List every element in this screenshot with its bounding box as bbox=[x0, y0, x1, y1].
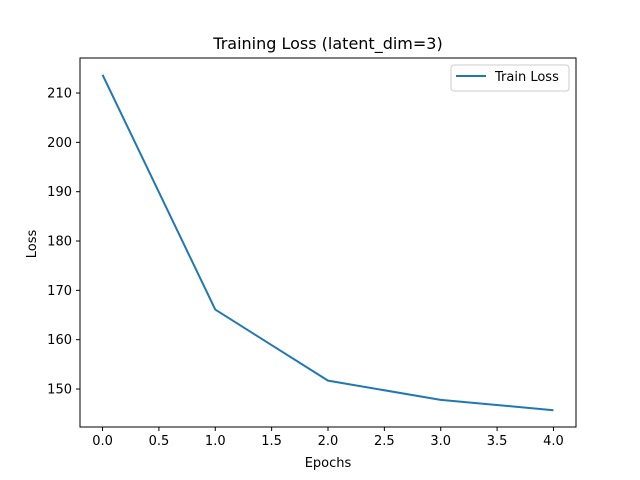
y-tick-label: 200 bbox=[47, 136, 72, 151]
series-line-train-loss bbox=[101, 74, 554, 412]
x-tick-label: 1.0 bbox=[205, 434, 226, 449]
y-tick-label: 190 bbox=[47, 185, 72, 200]
series-layer bbox=[101, 74, 554, 412]
y-axis-ticks: 150 160 170 180 190 200 210 bbox=[47, 87, 80, 398]
x-tick-label: 2.5 bbox=[374, 434, 395, 449]
x-tick-label: 0.5 bbox=[149, 434, 170, 449]
chart-title: Training Loss (latent_dim=3) bbox=[212, 34, 442, 54]
x-axis-label: Epochs bbox=[305, 456, 352, 471]
legend: Train Loss bbox=[450, 64, 570, 92]
y-tick-label: 170 bbox=[47, 284, 72, 299]
x-axis-ticks: 0.0 0.5 1.0 1.5 2.0 2.5 3.0 3.5 4.0 bbox=[92, 427, 564, 449]
y-tick-label: 150 bbox=[47, 383, 72, 398]
x-tick-label: 1.5 bbox=[261, 434, 282, 449]
x-tick-label: 4.0 bbox=[543, 434, 564, 449]
y-tick-label: 160 bbox=[47, 333, 72, 348]
y-tick-label: 210 bbox=[47, 87, 72, 102]
x-tick-label: 3.5 bbox=[487, 434, 508, 449]
legend-box bbox=[450, 64, 570, 92]
legend-label-train-loss: Train Loss bbox=[494, 70, 559, 85]
plot-area-frame bbox=[79, 57, 577, 428]
x-tick-label: 3.0 bbox=[430, 434, 451, 449]
x-tick-label: 2.0 bbox=[318, 434, 339, 449]
x-tick-label: 0.0 bbox=[92, 434, 113, 449]
y-axis-label: Loss bbox=[25, 230, 40, 259]
y-tick-label: 180 bbox=[47, 235, 72, 250]
